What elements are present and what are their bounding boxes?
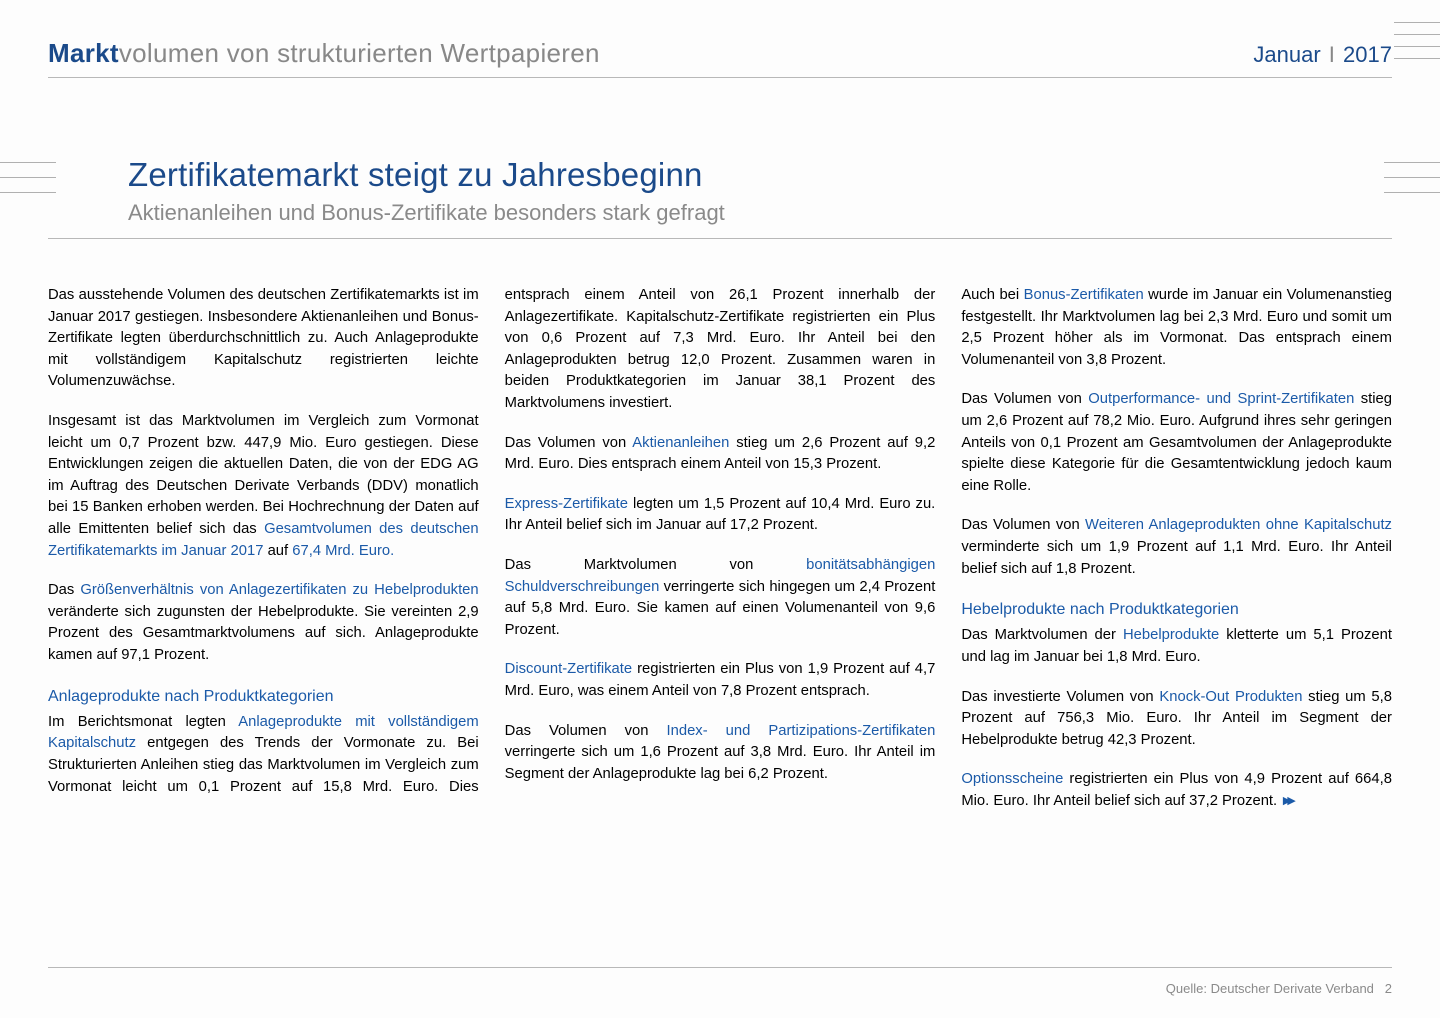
header-title-bold: Markt [48,38,119,68]
highlight-term: Bonus-Zertifikaten [1024,287,1144,303]
body-paragraph: Das ausstehende Volumen des deutschen Ze… [48,285,479,393]
footer-source: Quelle: Deutscher Derivate Verband [1166,981,1374,996]
footer-page-number: 2 [1385,981,1392,996]
article-headline: Zertifikatemarkt steigt zu Jahresbeginn [128,156,1392,194]
article-body: Das ausstehende Volumen des deutschen Ze… [48,285,1392,813]
body-paragraph: Das Marktvolumen von bonitätsabhängigen … [505,555,936,641]
header-date: Januar I 2017 [1253,42,1392,68]
body-paragraph: Auch bei Bonus-Zertifikaten wurde im Jan… [961,285,1392,371]
body-paragraph: Das Volumen von Outperformance- und Spri… [961,389,1392,497]
header-date-separator: I [1329,42,1335,67]
highlight-term: Optionsscheine [961,771,1063,787]
highlight-term: Aktienanleihen [632,435,729,451]
body-paragraph: Das Volumen von Index- und Partizipation… [505,721,936,786]
decorative-lines-headline-left [0,162,56,207]
body-paragraph: Das Volumen von Aktienanleihen stieg um … [505,433,936,476]
section-heading: Hebelprodukte nach Produktkategorien [961,598,1392,621]
highlight-term: Discount-Zertifikate [505,661,632,677]
page-footer: Quelle: Deutscher Derivate Verband 2 [1166,981,1392,996]
highlight-term: Index- und Partizipations-Zertifikaten [667,723,936,739]
highlight-term: Hebelprodukte [1123,627,1219,643]
decorative-lines-top-right [1394,22,1440,70]
body-paragraph: Discount-Zertifikate registrierten ein P… [505,659,936,702]
highlight-term: Weiteren Anlageprodukten ohne Kapitalsch… [1085,517,1392,533]
decorative-lines-headline-right [1384,162,1440,207]
highlight-term: Outperformance- und Sprint-Zertifikaten [1088,391,1354,407]
body-paragraph: Das Größenverhältnis von Anlagezertifika… [48,580,479,666]
continue-icon: ▸▸ [1283,793,1292,809]
header-title-suffix: von strukturierten Wertpapieren [219,38,600,68]
body-paragraph: Das Marktvolumen der Hebelprodukte klett… [961,625,1392,668]
body-paragraph: Insgesamt ist das Marktvolumen im Vergle… [48,411,479,562]
highlight-term: 67,4 Mrd. Euro. [292,543,394,559]
header-month: Januar [1253,42,1320,67]
body-paragraph: Das investierte Volumen von Knock-Out Pr… [961,687,1392,752]
headline-block: Zertifikatemarkt steigt zu Jahresbeginn … [48,156,1392,239]
section-heading: Anlageprodukte nach Produktkategorien [48,685,479,708]
header-title: Marktvolumen von strukturierten Wertpapi… [48,38,600,69]
highlight-term: Knock-Out Produkten [1159,689,1302,705]
header-year: 2017 [1343,42,1392,67]
footer-rule [48,967,1392,968]
header-title-rest: volumen [119,38,219,68]
body-paragraph: Das Volumen von Weiteren Anlageprodukten… [961,515,1392,580]
page-header: Marktvolumen von strukturierten Wertpapi… [48,38,1392,78]
article-subheadline: Aktienanleihen und Bonus-Zertifikate bes… [128,200,1392,226]
highlight-term: Größenverhältnis von Anlagezertifikaten … [80,582,478,598]
body-paragraph: Express-Zertifikate legten um 1,5 Prozen… [505,494,936,537]
body-paragraph: Optionsscheine registrierten ein Plus vo… [961,769,1392,812]
highlight-term: Express-Zertifikate [505,496,628,512]
